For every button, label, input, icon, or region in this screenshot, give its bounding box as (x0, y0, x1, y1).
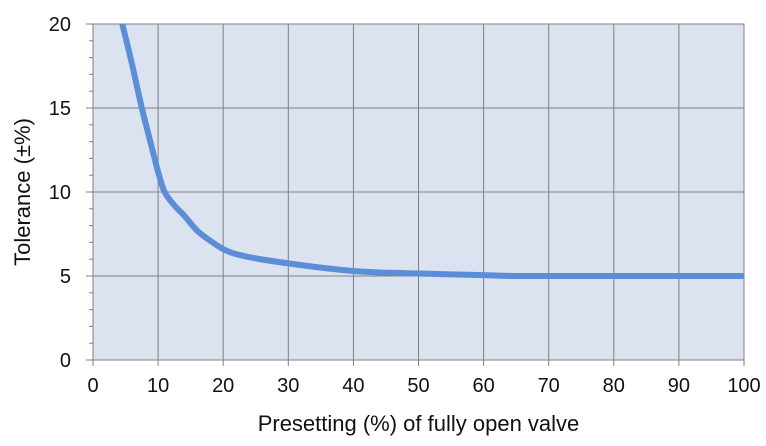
y-tick-label: 5 (60, 266, 71, 288)
x-tick-label: 70 (538, 375, 560, 397)
x-tick-label: 10 (147, 375, 169, 397)
y-tick-label: 10 (49, 182, 71, 204)
grid-lines (92, 23, 745, 361)
x-tick-label: 90 (668, 375, 690, 397)
x-tick-label: 20 (212, 375, 234, 397)
y-tick-labels: 0 5 10 15 20 (49, 14, 71, 372)
y-tick-label: 15 (49, 98, 71, 120)
x-tick-label: 0 (87, 375, 98, 397)
minor-ticks (86, 23, 745, 366)
y-tick-label: 0 (60, 350, 71, 372)
x-axis-title: Presetting (%) of fully open valve (258, 411, 580, 436)
tolerance-series-line (119, 23, 744, 280)
x-tick-label: 40 (342, 375, 364, 397)
x-tick-label: 100 (727, 375, 760, 397)
x-tick-labels: 0 10 20 30 40 50 60 70 80 90 100 (87, 375, 760, 397)
x-tick-label: 60 (472, 375, 494, 397)
y-tick-label: 20 (49, 14, 71, 36)
x-tick-label: 80 (603, 375, 625, 397)
series-group (119, 23, 744, 280)
x-tick-label: 50 (407, 375, 429, 397)
x-tick-label: 30 (277, 375, 299, 397)
y-axis-title: Tolerance (±%) (10, 118, 35, 266)
